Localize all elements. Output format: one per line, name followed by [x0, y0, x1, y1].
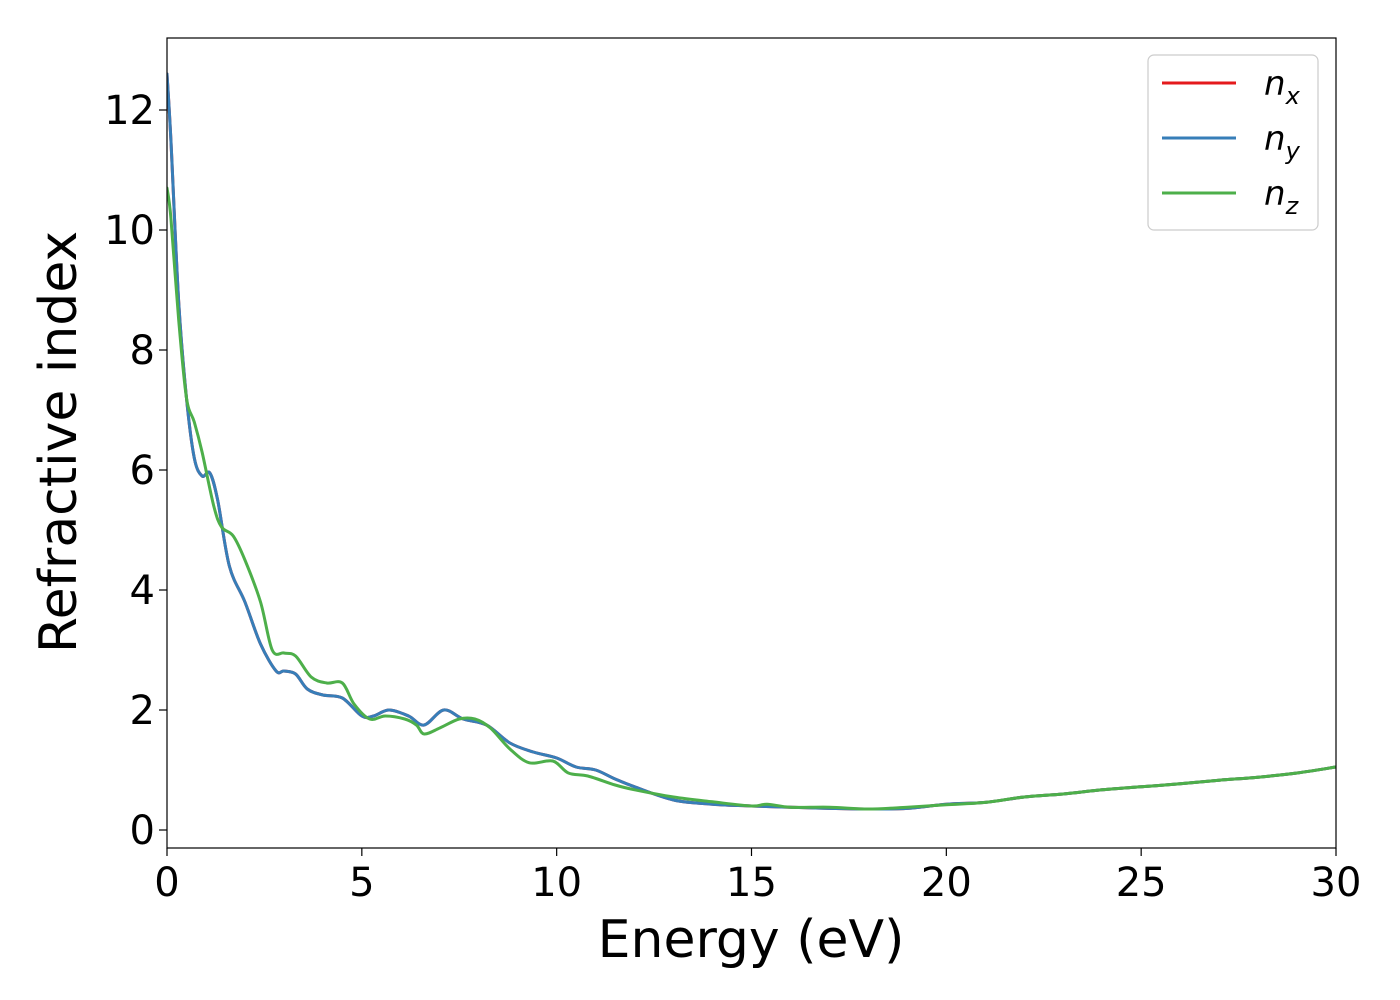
x-tick-label: 15 [726, 860, 777, 906]
series-layer [167, 72, 1336, 811]
x-axis: 0 5 10 15 20 25 30 [154, 848, 1361, 906]
legend-label-main: n [1264, 119, 1286, 159]
legend-label-subscript: z [1285, 192, 1300, 220]
legend-label-main: n [1264, 174, 1286, 214]
y-tick-label: 0 [130, 808, 155, 854]
x-tick-label: 0 [154, 860, 179, 906]
x-tick-label: 25 [1116, 860, 1167, 906]
y-tick-label: 6 [130, 448, 155, 494]
legend-label-subscript: x [1285, 82, 1301, 110]
x-tick-label: 10 [531, 860, 582, 906]
legend-box [1147, 54, 1319, 231]
y-tick-label: 10 [104, 208, 155, 254]
y-tick-label: 8 [130, 328, 155, 374]
x-tick-label: 30 [1311, 860, 1362, 906]
legend-label-ny: ny [1264, 119, 1301, 165]
y-tick-label: 2 [130, 688, 155, 734]
legend-label-subscript: y [1285, 137, 1301, 165]
legend-label-main: n [1264, 64, 1286, 104]
y-axis-label: Refractive index [29, 231, 89, 653]
x-tick-label: 20 [921, 860, 972, 906]
x-axis-label: Energy (eV) [598, 910, 905, 970]
series-line-nz [167, 186, 1336, 811]
legend-label-nz: nz [1264, 174, 1300, 220]
x-tick-label: 5 [349, 860, 374, 906]
y-axis: 0 2 4 6 8 10 12 [104, 88, 167, 854]
y-tick-label: 4 [130, 568, 155, 614]
legend-label-nx: nx [1264, 64, 1301, 110]
y-tick-label: 12 [104, 88, 155, 134]
